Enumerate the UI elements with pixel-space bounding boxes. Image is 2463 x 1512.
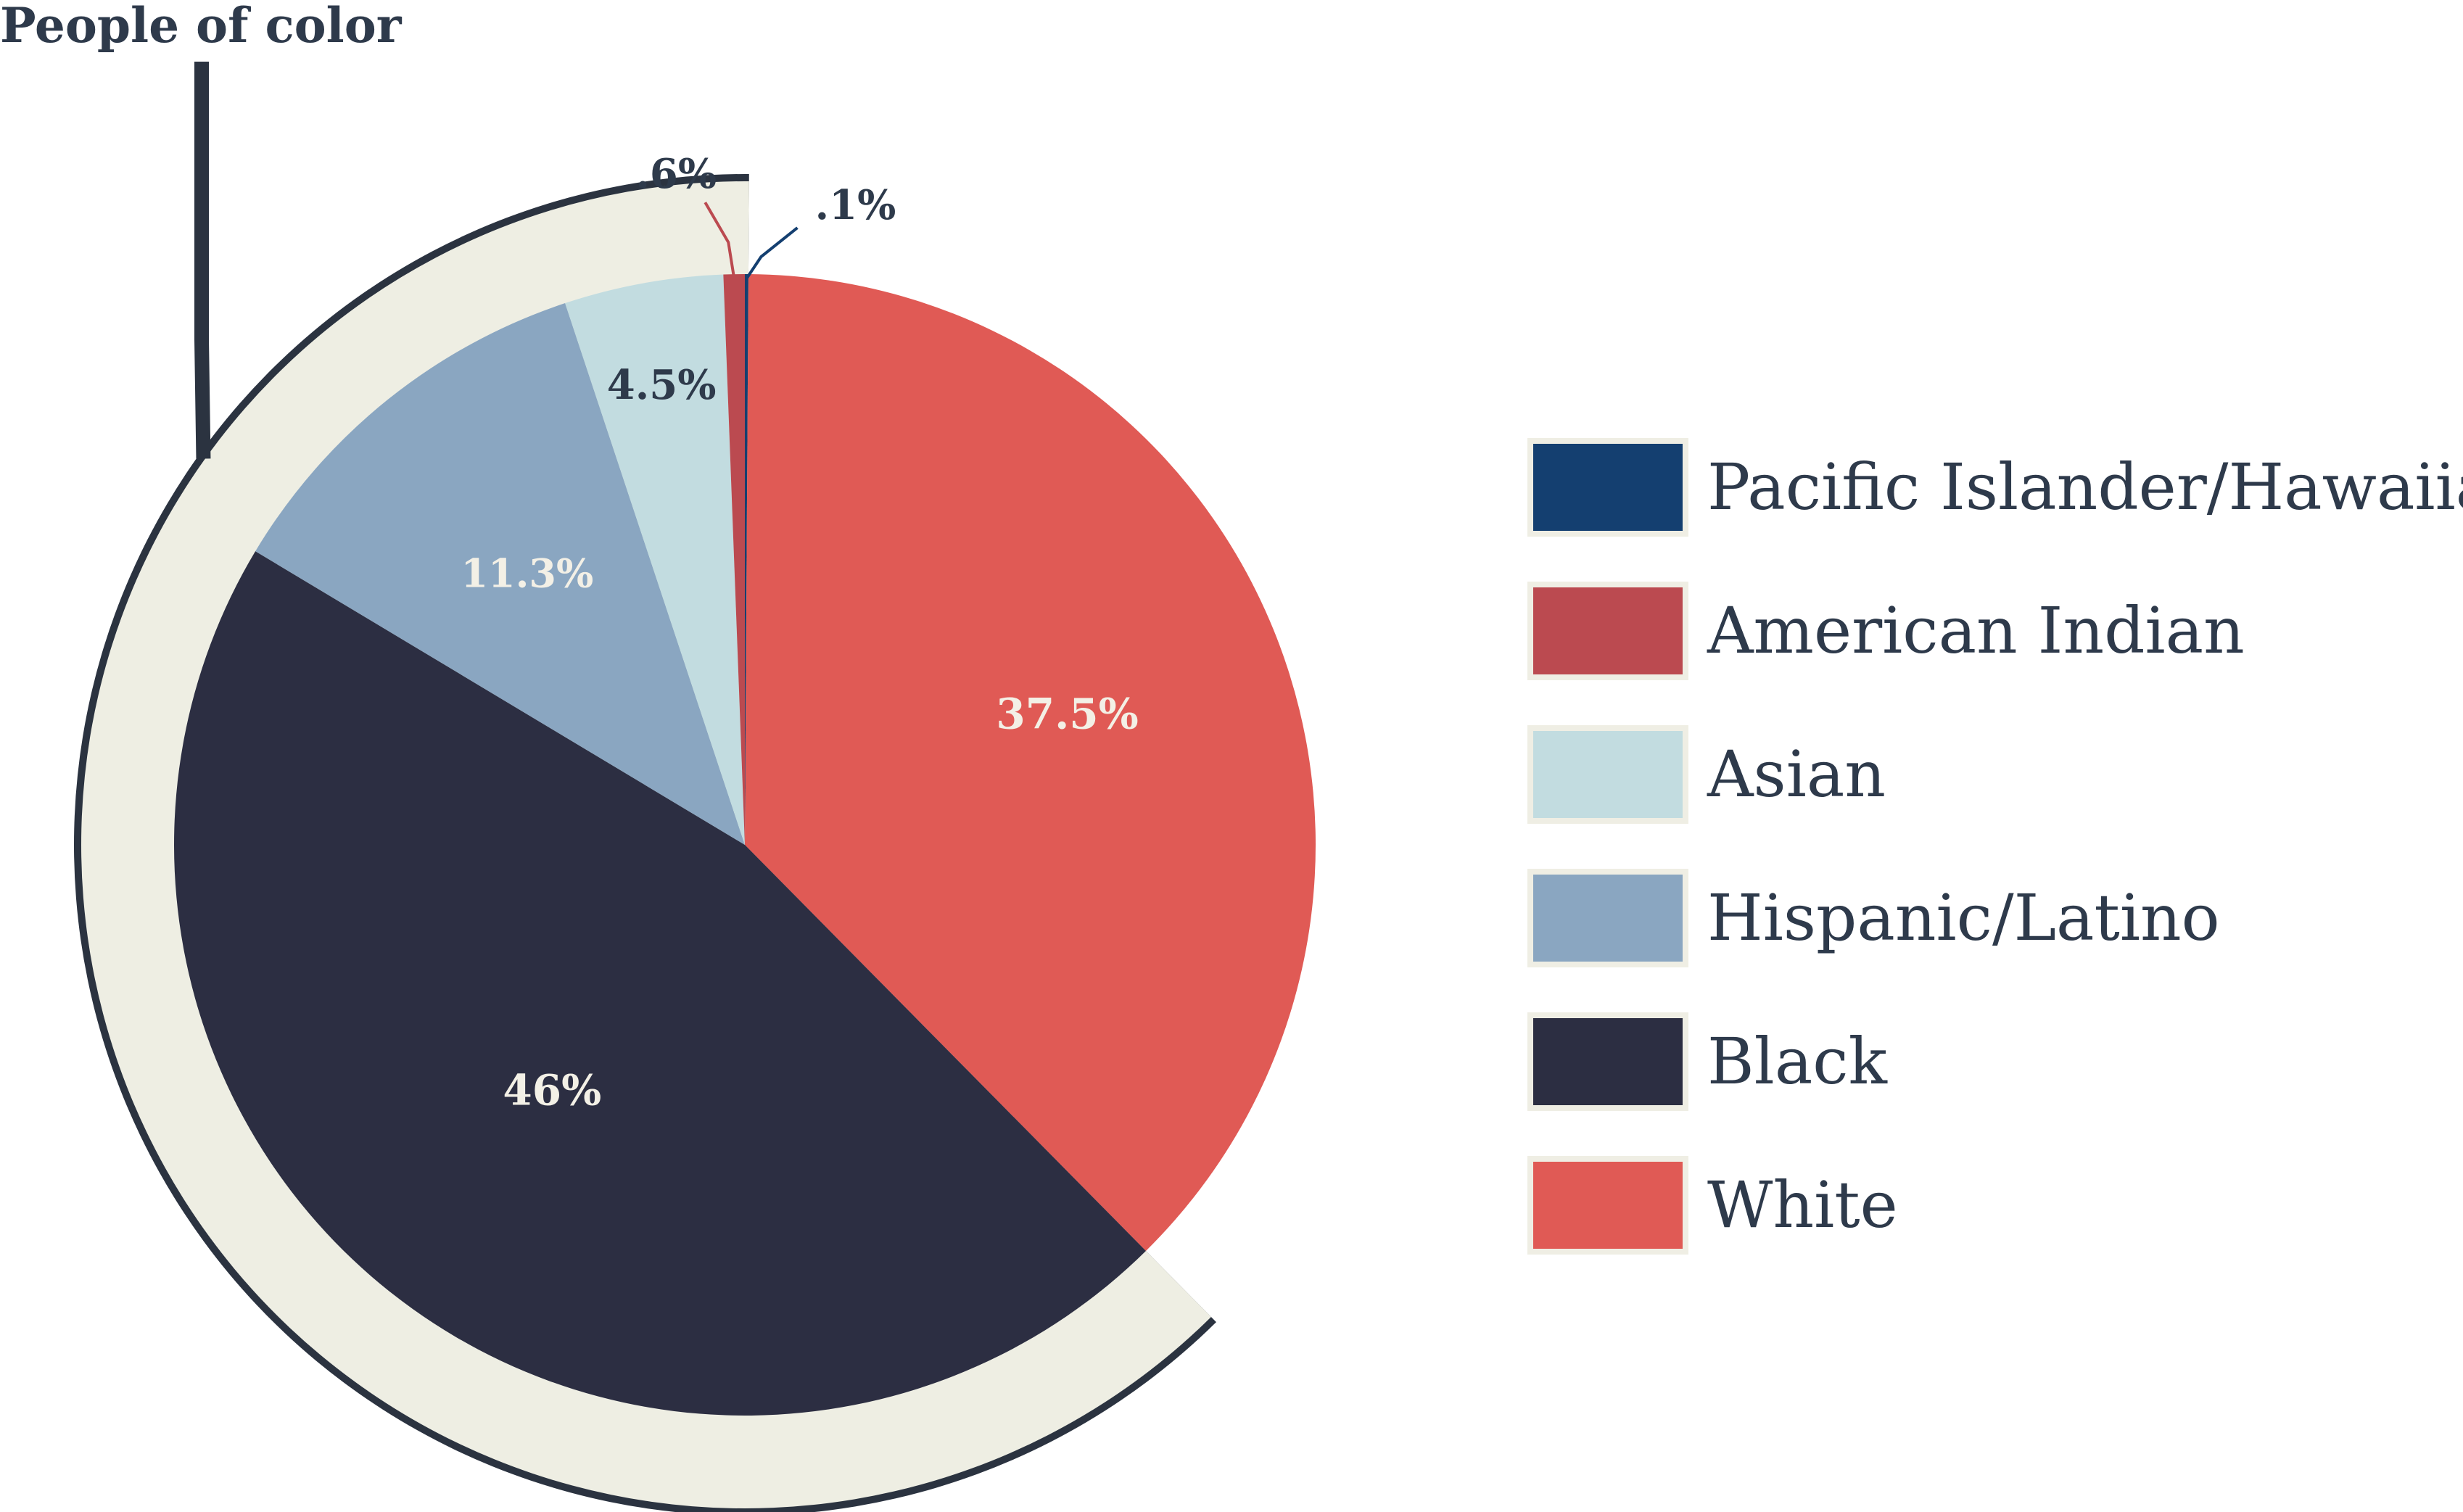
legend-swatch-asian bbox=[1527, 725, 1688, 824]
leader-line-pacific-islander-hawaiian bbox=[745, 226, 799, 280]
slice-label-pacific-islander-hawaiian: .1% bbox=[815, 181, 896, 229]
slice-pacific-islander-hawaiian bbox=[745, 274, 748, 845]
legend: Pacific Islander/Hawaiian American Indian… bbox=[1527, 438, 2463, 1255]
slice-label-hispanic-latino: 11.3% bbox=[461, 550, 593, 596]
legend-label-american-indian: American Indian bbox=[1707, 593, 2245, 668]
legend-swatch-pacific-islander-hawaiian bbox=[1527, 438, 1688, 537]
slice-label-asian: 4.5% bbox=[607, 361, 717, 409]
legend-item-pacific-islander-hawaiian: Pacific Islander/Hawaiian bbox=[1527, 438, 2463, 537]
legend-label-pacific-islander-hawaiian: Pacific Islander/Hawaiian bbox=[1707, 450, 2463, 524]
legend-item-american-indian: American Indian bbox=[1527, 582, 2245, 680]
legend-swatch-white bbox=[1527, 1156, 1688, 1255]
group-label: People of color bbox=[0, 0, 403, 54]
legend-label-asian: Asian bbox=[1707, 737, 1886, 811]
pie-slices bbox=[174, 274, 1316, 1416]
slice-asian bbox=[565, 274, 745, 845]
legend-item-white: White bbox=[1527, 1156, 1898, 1255]
slice-black bbox=[174, 551, 1146, 1416]
slice-hispanic-latino bbox=[255, 303, 745, 845]
slice-american-indian bbox=[723, 274, 745, 845]
slice-white bbox=[745, 274, 1316, 1251]
legend-label-white: White bbox=[1707, 1168, 1898, 1242]
slice-label-american-indian: .6% bbox=[635, 150, 717, 198]
leader-line-american-indian bbox=[704, 202, 736, 279]
legend-item-asian: Asian bbox=[1527, 725, 1886, 824]
legend-swatch-black bbox=[1527, 1012, 1688, 1111]
legend-item-hispanic-latino: Hispanic/Latino bbox=[1527, 869, 2220, 967]
legend-label-black: Black bbox=[1707, 1024, 1888, 1099]
legend-item-black: Black bbox=[1527, 1012, 1888, 1111]
legend-label-hispanic-latino: Hispanic/Latino bbox=[1707, 880, 2220, 955]
group-callout-line bbox=[194, 62, 211, 459]
legend-swatch-hispanic-latino bbox=[1527, 869, 1688, 967]
people-of-color-callout: People of color bbox=[0, 0, 403, 459]
legend-swatch-american-indian bbox=[1527, 582, 1688, 680]
slice-labels: .1% 37.5% 46% 11.3% 4.5% .6% bbox=[461, 150, 1138, 1115]
slice-label-black: 46% bbox=[503, 1065, 601, 1115]
slice-label-white: 37.5% bbox=[996, 689, 1138, 738]
